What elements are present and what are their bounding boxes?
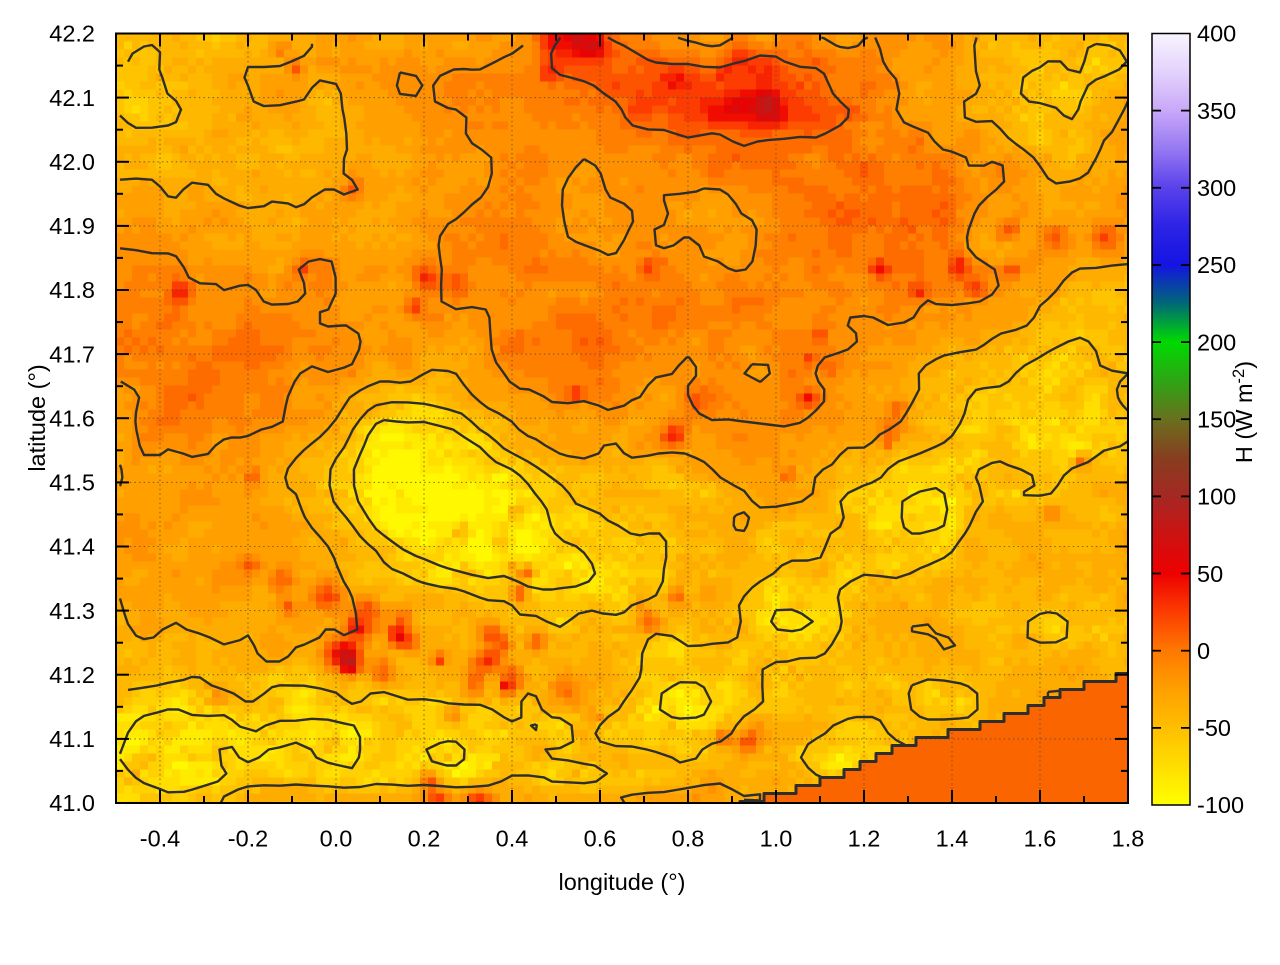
svg-text:300: 300	[1197, 175, 1236, 201]
svg-text:longitude (°): longitude (°)	[559, 869, 686, 895]
svg-text:42.1: 42.1	[49, 85, 95, 111]
svg-text:42.2: 42.2	[49, 21, 95, 47]
svg-text:-0.4: -0.4	[140, 826, 181, 852]
svg-text:350: 350	[1197, 98, 1236, 124]
svg-text:100: 100	[1197, 484, 1236, 510]
svg-text:0.4: 0.4	[496, 826, 529, 852]
svg-text:250: 250	[1197, 252, 1236, 278]
svg-text:-50: -50	[1197, 715, 1231, 741]
svg-text:0.2: 0.2	[408, 826, 441, 852]
svg-text:41.3: 41.3	[49, 598, 95, 624]
svg-text:50: 50	[1197, 561, 1223, 587]
svg-text:41.6: 41.6	[49, 405, 95, 431]
svg-text:0.8: 0.8	[672, 826, 705, 852]
svg-text:41.2: 41.2	[49, 662, 95, 688]
svg-text:-100: -100	[1197, 792, 1244, 818]
svg-text:41.8: 41.8	[49, 277, 95, 303]
svg-text:1.0: 1.0	[760, 826, 793, 852]
svg-text:41.7: 41.7	[49, 341, 95, 367]
svg-text:-0.2: -0.2	[228, 826, 269, 852]
svg-text:150: 150	[1197, 406, 1236, 432]
svg-text:400: 400	[1197, 21, 1236, 47]
svg-text:41.5: 41.5	[49, 470, 95, 496]
svg-text:1.4: 1.4	[936, 826, 969, 852]
svg-text:0.6: 0.6	[584, 826, 617, 852]
svg-text:42.0: 42.0	[49, 149, 95, 175]
svg-text:41.0: 41.0	[49, 790, 95, 816]
svg-text:1.8: 1.8	[1112, 826, 1145, 852]
svg-text:41.9: 41.9	[49, 213, 95, 239]
svg-text:1.2: 1.2	[848, 826, 881, 852]
svg-text:0: 0	[1197, 638, 1210, 664]
svg-text:1.6: 1.6	[1024, 826, 1057, 852]
svg-text:latitude (°): latitude (°)	[24, 364, 50, 471]
svg-text:200: 200	[1197, 329, 1236, 355]
svg-text:0.0: 0.0	[320, 826, 353, 852]
svg-text:41.4: 41.4	[49, 534, 95, 560]
svg-text:41.1: 41.1	[49, 726, 95, 752]
